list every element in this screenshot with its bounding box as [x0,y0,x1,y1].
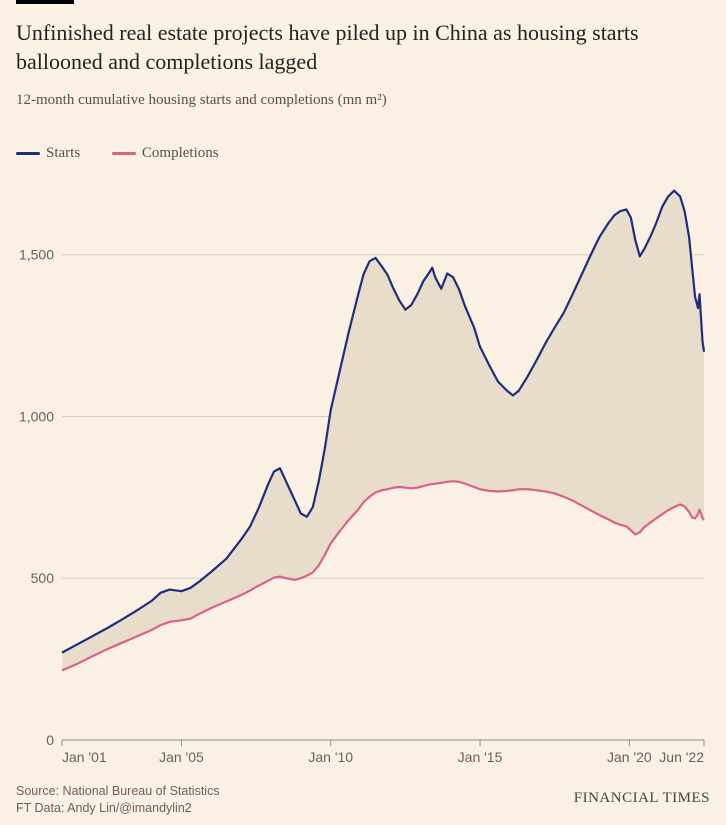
svg-text:Jan '20: Jan '20 [607,749,652,765]
chart-area: 0 500 1,000 1,500 Jan '01 Jan '05 Jan '10 Jan '… [16,180,710,770]
svg-text:Jan '01: Jan '01 [62,749,107,765]
svg-text:1,000: 1,000 [19,408,54,424]
legend: Starts Completions [16,145,247,162]
brand-label: FINANCIAL TIMES [574,790,710,807]
svg-text:Jun '22: Jun '22 [659,749,704,765]
legend-swatch-completions [112,152,136,155]
svg-text:0: 0 [46,732,54,748]
svg-text:Jan '05: Jan '05 [159,749,204,765]
line-chart: 0 500 1,000 1,500 Jan '01 Jan '05 Jan '10 Jan '… [16,180,710,770]
legend-label-starts: Starts [46,145,80,161]
chart-subtitle: 12-month cumulative housing starts and c… [16,92,387,109]
svg-text:Jan '15: Jan '15 [458,749,503,765]
header-rule [16,0,74,4]
source-credit: Source: National Bureau of Statistics FT… [16,783,220,817]
svg-text:Jan '10: Jan '10 [308,749,353,765]
legend-label-completions: Completions [142,145,219,161]
source-line-2: FT Data: Andy Lin/@imandylin2 [16,800,220,817]
legend-swatch-starts [16,152,40,155]
source-line-1: Source: National Bureau of Statistics [16,783,220,800]
legend-item-starts: Starts [16,145,80,162]
svg-text:500: 500 [31,570,55,586]
svg-text:1,500: 1,500 [19,247,54,263]
chart-title: Unfinished real estate projects have pil… [16,18,696,76]
legend-item-completions: Completions [112,145,219,162]
